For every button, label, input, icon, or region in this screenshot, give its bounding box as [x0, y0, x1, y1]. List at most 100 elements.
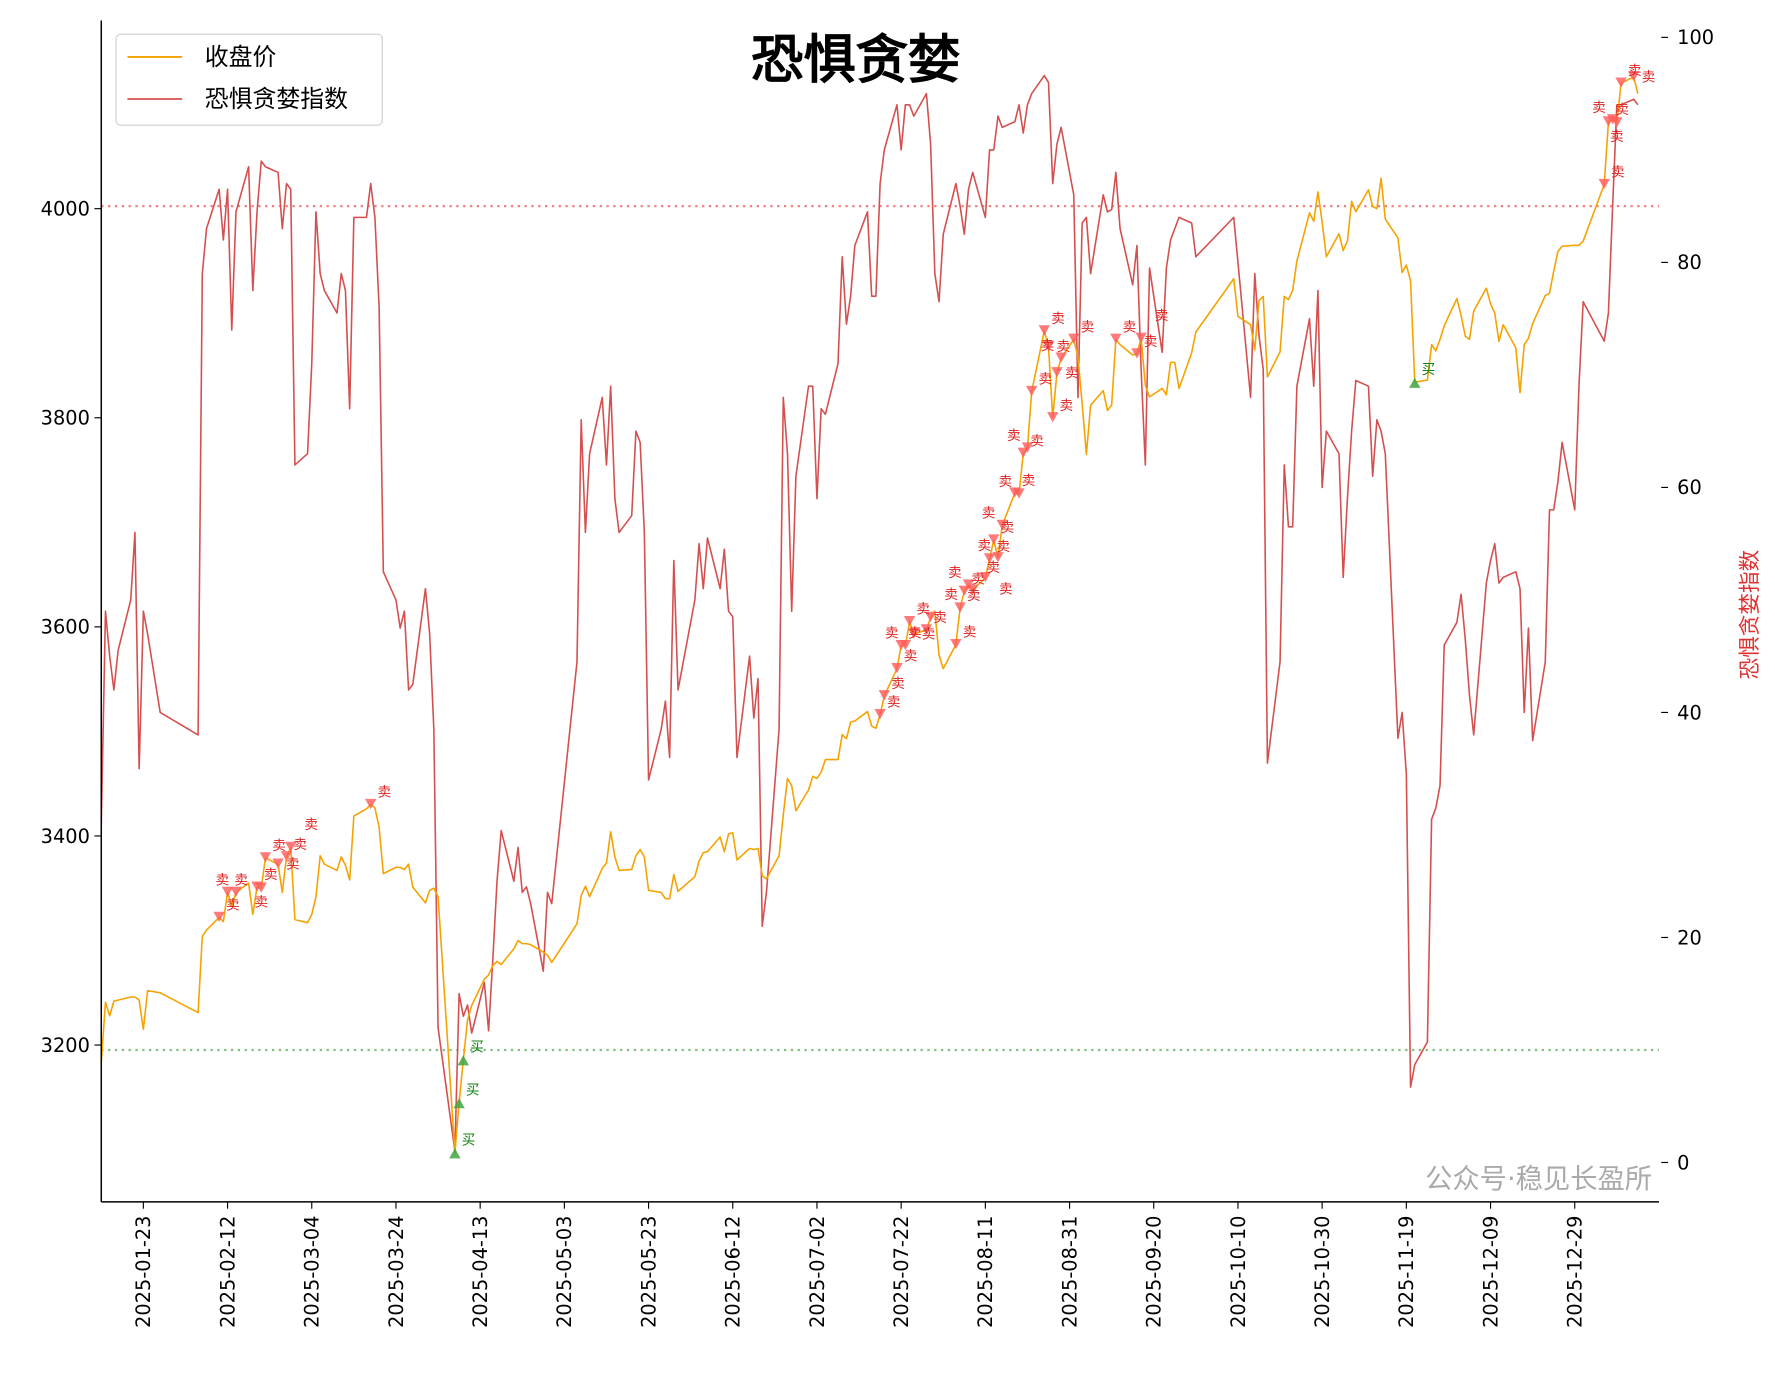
- sell-label: 卖: [1001, 520, 1015, 536]
- sell-marker: [988, 534, 1000, 545]
- right-tick-label: 60: [1677, 476, 1702, 499]
- x-tick-label: 2025-03-04: [301, 1216, 324, 1328]
- sell-label: 卖: [1041, 338, 1055, 354]
- sell-marker: [1017, 447, 1029, 458]
- sell-marker: [878, 690, 891, 701]
- sell-label: 卖: [922, 627, 936, 643]
- x-tick-label: 2025-12-09: [1479, 1216, 1502, 1328]
- close-price-line: [100, 76, 1639, 1154]
- x-tick-label: 2025-05-23: [637, 1216, 660, 1328]
- sell-label: 卖: [1628, 63, 1642, 79]
- left-tick-label: 3200: [41, 1034, 90, 1057]
- sell-marker: [983, 553, 996, 564]
- sell-marker: [924, 611, 937, 623]
- sell-marker: [1110, 333, 1122, 344]
- fear-greed-line: [100, 74, 1639, 1153]
- sell-label: 卖: [1155, 308, 1169, 324]
- x-tick-label: 2025-07-02: [806, 1216, 829, 1328]
- legend: 收盘价 恐惧贪婪指数: [115, 33, 383, 126]
- sell-label: 卖: [999, 474, 1013, 490]
- x-tick-label: 2025-06-12: [722, 1216, 745, 1328]
- sell-label: 卖: [216, 872, 230, 888]
- sell-marker: [1611, 117, 1623, 128]
- right-tick-label: 40: [1677, 701, 1702, 724]
- right-axis-label: 恐惧贪婪指数: [1738, 550, 1763, 680]
- sell-label: 卖: [999, 582, 1013, 598]
- sell-label: 卖: [1081, 319, 1095, 335]
- left-tick-label: 3400: [41, 825, 90, 848]
- x-tick-label: 2025-10-30: [1311, 1216, 1334, 1328]
- sell-marker: [958, 585, 970, 596]
- sell-label: 卖: [293, 837, 307, 853]
- sell-marker: [230, 886, 242, 897]
- buy-marker: [449, 1148, 461, 1159]
- sell-marker: [899, 639, 912, 651]
- x-tick-label: 2025-03-24: [385, 1216, 408, 1328]
- sell-marker: [1627, 71, 1640, 82]
- sell-label: 卖: [272, 838, 286, 854]
- sell-marker: [1047, 412, 1059, 423]
- sell-marker: [1131, 348, 1143, 359]
- sell-label: 卖: [1056, 339, 1070, 355]
- sell-label: 卖: [967, 588, 981, 604]
- x-tick-label: 2025-02-12: [216, 1216, 239, 1328]
- buy-label: 买: [462, 1133, 476, 1149]
- right-tick-label: 20: [1677, 926, 1702, 949]
- sell-label: 卖: [887, 695, 901, 711]
- sell-marker: [903, 615, 916, 627]
- left-tick-label: 3800: [41, 407, 90, 430]
- left-tick-label: 3600: [41, 616, 90, 639]
- x-tick-label: 2025-07-22: [890, 1216, 913, 1328]
- sell-label: 卖: [234, 872, 248, 888]
- right-tick-label: 0: [1677, 1151, 1689, 1174]
- buy-marker: [457, 1055, 470, 1066]
- sell-label: 卖: [286, 857, 300, 873]
- sell-label: 卖: [971, 571, 985, 587]
- sell-marker: [1038, 325, 1050, 336]
- right-tick-label: 100: [1677, 26, 1714, 49]
- sell-label: 卖: [254, 894, 268, 910]
- x-tick-label: 2025-09-20: [1143, 1216, 1166, 1328]
- right-tick-label: 80: [1677, 251, 1702, 274]
- sell-label: 卖: [885, 626, 899, 642]
- sell-marker: [221, 886, 234, 897]
- sell-marker: [259, 852, 272, 863]
- sell-label: 卖: [948, 565, 962, 581]
- sell-marker: [1055, 352, 1067, 363]
- sell-marker: [1068, 333, 1080, 344]
- sell-label: 卖: [1060, 398, 1074, 414]
- reference-lines: [101, 204, 1659, 1052]
- tick-labels: 3200 3400 3600 3800 4000 0 20 40 60 80 100 2025-01-…: [41, 26, 1714, 1328]
- sell-label: 卖: [996, 539, 1010, 555]
- x-tick-label: 2025-05-03: [553, 1216, 576, 1328]
- x-tick-label: 2025-01-23: [132, 1216, 155, 1328]
- sell-label: 卖: [1007, 428, 1021, 444]
- sell-marker: [280, 851, 293, 862]
- sell-label: 卖: [1615, 102, 1629, 118]
- buy-marker: [1409, 377, 1421, 388]
- sell-label: 卖: [1030, 433, 1044, 449]
- sell-label: 卖: [264, 867, 278, 883]
- sell-label: 卖: [1065, 365, 1079, 381]
- legend-box: [115, 33, 383, 126]
- sell-label: 卖: [982, 505, 996, 521]
- axes: [100, 20, 1659, 1203]
- sell-label: 卖: [978, 538, 992, 554]
- sell-marker: [962, 579, 975, 590]
- sell-label: 卖: [378, 785, 392, 801]
- sell-label: 卖: [1038, 372, 1052, 388]
- left-tick-label: 4000: [41, 197, 90, 220]
- sell-marker: [1021, 442, 1034, 453]
- sell-label: 卖: [908, 626, 922, 642]
- sell-label: 卖: [1610, 129, 1624, 145]
- buy-marker: [453, 1097, 465, 1109]
- sell-marker: [1051, 367, 1063, 378]
- sell-marker: [1598, 178, 1610, 190]
- sell-marker: [1013, 488, 1025, 499]
- sell-marker: [365, 798, 377, 810]
- buy-label: 买: [466, 1083, 480, 1099]
- buy-label: 买: [1422, 362, 1436, 378]
- sell-marker: [992, 552, 1004, 563]
- sell-label: 卖: [944, 587, 958, 603]
